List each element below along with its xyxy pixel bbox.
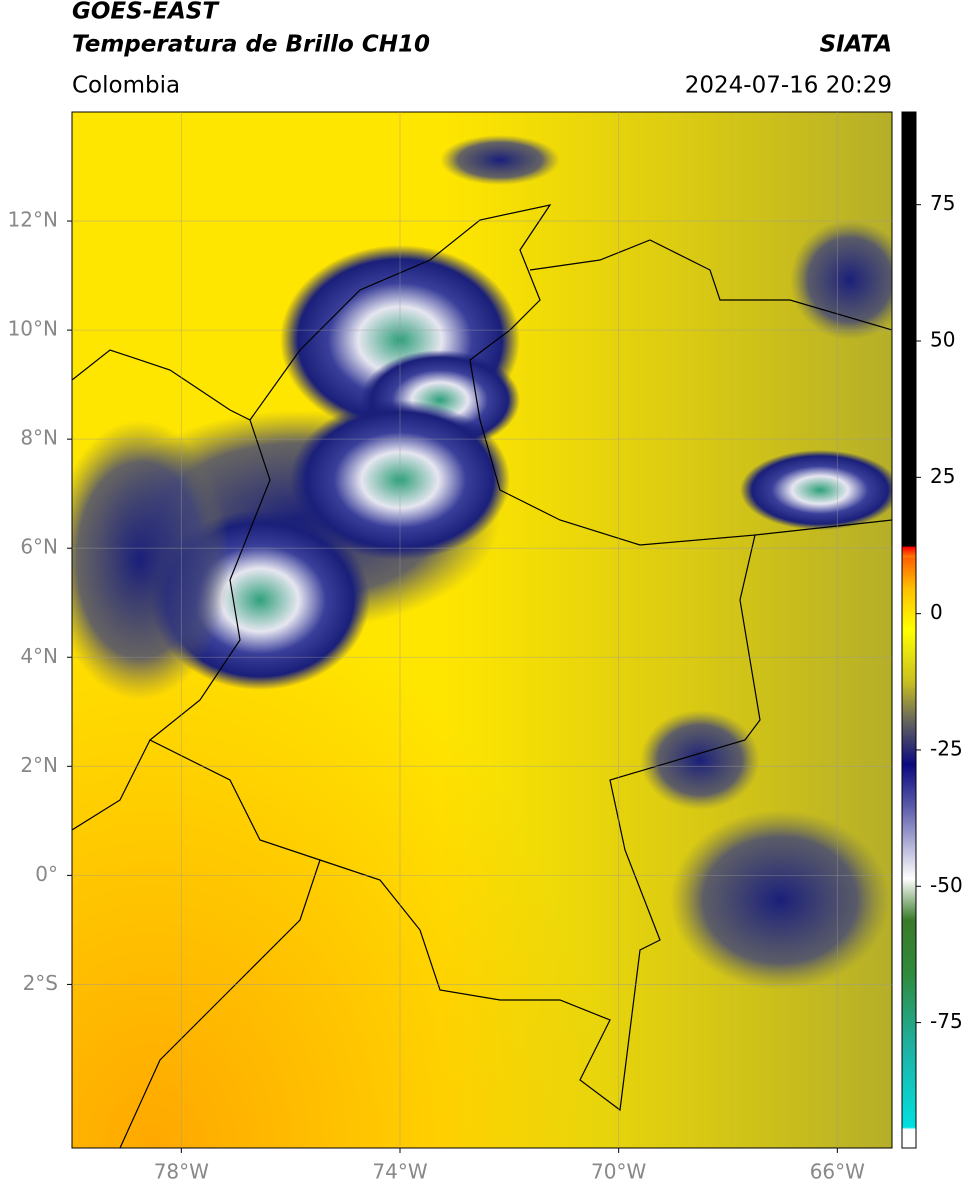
y-tick-label: 6°N <box>20 535 58 559</box>
y-tick-label: 2°S <box>23 971 58 995</box>
y-tick-label: 8°N <box>20 426 58 450</box>
colorbar <box>901 111 917 1149</box>
y-tick-label: 12°N <box>8 208 58 232</box>
y-tick-label: 4°N <box>20 644 58 668</box>
colorbar-tick-label: 75 <box>930 191 955 215</box>
timestamp: 2024-07-16 20:29 <box>685 73 892 99</box>
y-tick-label: 10°N <box>8 317 58 341</box>
colorbar-tick-label: -25 <box>930 736 963 760</box>
title: GOES-EAST <box>72 0 220 25</box>
y-tick-label: 0° <box>35 862 58 886</box>
colorbar-tick-label: 25 <box>930 464 955 488</box>
satellite-image <box>72 112 892 1148</box>
x-tick-label: 74°W <box>372 1160 427 1184</box>
source: SIATA <box>820 32 892 58</box>
x-tick-label: 78°W <box>154 1160 209 1184</box>
colorbar-tick-label: -75 <box>930 1009 963 1033</box>
map-frame <box>71 111 893 1149</box>
colorbar-tick-label: 0 <box>930 600 943 624</box>
x-tick-label: 70°W <box>591 1160 646 1184</box>
colorbar-tick-label: 50 <box>930 328 955 352</box>
y-tick-label: 2°N <box>20 753 58 777</box>
region: Colombia <box>72 73 180 99</box>
x-tick-label: 66°W <box>810 1160 865 1184</box>
colorbar-tick-label: -50 <box>930 873 963 897</box>
subtitle: Temperatura de Brillo CH10 <box>72 32 430 58</box>
